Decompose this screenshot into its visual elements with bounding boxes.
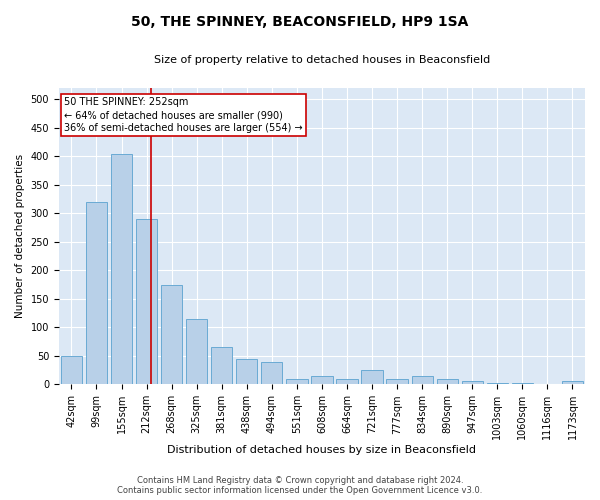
Bar	[437, 378, 458, 384]
Bar	[461, 382, 483, 384]
Bar	[337, 378, 358, 384]
Bar	[261, 362, 283, 384]
Bar	[61, 356, 82, 384]
Y-axis label: Number of detached properties: Number of detached properties	[15, 154, 25, 318]
Bar	[186, 319, 208, 384]
Bar	[236, 358, 257, 384]
Text: Contains HM Land Registry data © Crown copyright and database right 2024.
Contai: Contains HM Land Registry data © Crown c…	[118, 476, 482, 495]
Bar	[487, 383, 508, 384]
Text: 50, THE SPINNEY, BEACONSFIELD, HP9 1SA: 50, THE SPINNEY, BEACONSFIELD, HP9 1SA	[131, 15, 469, 29]
Bar	[412, 376, 433, 384]
Text: 50 THE SPINNEY: 252sqm
← 64% of detached houses are smaller (990)
36% of semi-de: 50 THE SPINNEY: 252sqm ← 64% of detached…	[64, 97, 303, 134]
Bar	[562, 382, 583, 384]
Title: Size of property relative to detached houses in Beaconsfield: Size of property relative to detached ho…	[154, 55, 490, 65]
Bar	[361, 370, 383, 384]
X-axis label: Distribution of detached houses by size in Beaconsfield: Distribution of detached houses by size …	[167, 445, 476, 455]
Bar	[86, 202, 107, 384]
Bar	[111, 154, 132, 384]
Bar	[161, 284, 182, 384]
Bar	[512, 383, 533, 384]
Bar	[211, 348, 232, 385]
Bar	[386, 378, 408, 384]
Bar	[286, 378, 308, 384]
Bar	[311, 376, 332, 384]
Bar	[136, 219, 157, 384]
